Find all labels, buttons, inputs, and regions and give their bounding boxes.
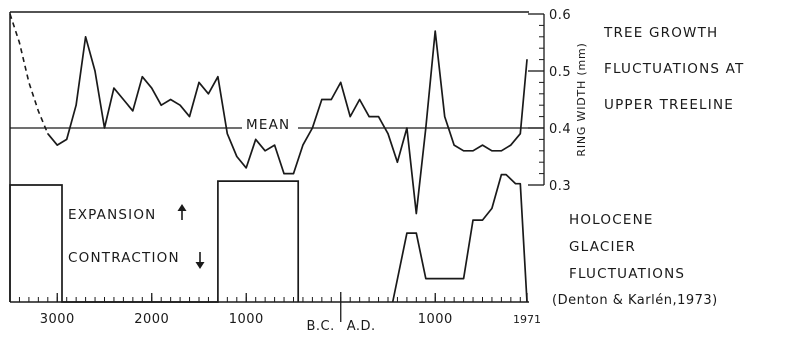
expansion-label: EXPANSION [68,207,156,223]
ring-width-point [292,173,295,175]
ring-width-point [179,104,181,106]
ring-width-point [434,30,436,32]
citation: (Denton & Karlén,1973) [552,293,718,308]
ring-width-point [463,150,465,152]
ring-width-point [85,36,87,38]
ring-width-point [141,76,143,78]
expansion-arrow-head [177,204,187,211]
era-label-ad: A.D. [347,319,376,334]
glacier-title-line: GLACIER [569,239,636,255]
ring-width-point [472,150,474,152]
ring-width-point [274,144,276,146]
glacier-step-line [9,180,300,303]
ring-width-point [236,155,238,158]
ring-width-point [226,133,228,135]
ring-width-point [170,98,172,101]
ring-width-point [56,144,58,146]
tree-growth-title-line: UPPER TREELINE [604,97,734,113]
ring-width-point [151,87,153,89]
ring-width-point [415,212,417,215]
tree-growth-title-line: TREE GROWTH [603,25,718,41]
ring-width-point [387,133,389,135]
y-tick-label: 0.4 [549,122,571,137]
ring-width-point [500,150,502,152]
ring-width-point [113,87,115,89]
x-tick-label: 1971 [513,313,541,326]
ring-width-point [349,116,351,118]
mean-label-bg [242,115,298,131]
ring-width-point [160,104,162,106]
ring-width-line [47,30,528,215]
ring-width-point [302,144,304,146]
era-label-bc: B.C. [306,319,334,334]
ring-width-point [519,133,521,135]
glacier-panel: 3000 2000 1000 1000 1971 B.C. A.D. EXPANSION CON… [9,173,718,334]
ring-width-point [359,98,361,101]
y-tick-label: 0.6 [549,8,571,23]
ring-width-point [188,116,191,118]
ring-width-point [444,116,446,118]
ring-width-point [103,127,106,129]
ring-width-point [75,104,77,106]
ring-width-point [321,98,323,101]
ring-width-point [481,144,484,146]
tree-growth-title-line: FLUCTUATIONS AT [604,61,744,77]
ring-width-dashed-line [9,13,49,135]
ring-width-point [47,133,49,135]
ring-width-point [510,144,512,146]
ring-width-point [283,173,285,175]
ring-width-point [453,144,455,146]
ring-width-point [396,161,398,163]
ring-width-point [491,150,493,152]
ring-width-point [377,116,380,118]
ring-width-point [526,59,528,61]
ring-width-point [122,98,124,101]
ring-width-point [94,70,96,72]
tree-growth-panel: 0.6 0.5 0.4 0.3 RING WIDTH (mm) TREE GROWTH FL… [9,8,744,302]
contraction-arrow-head [195,262,205,269]
ring-width-point [132,110,134,112]
ring-width-point [198,81,200,83]
y-tick-label: 0.3 [549,179,571,194]
glacier-title-line: FLUCTUATIONS [569,266,685,282]
glacier-fluctuation-line [391,173,528,303]
y-axis-label: RING WIDTH (mm) [575,42,588,156]
x-tick-label: 3000 [40,312,75,327]
ring-width-point [255,138,257,140]
ring-width-point [330,98,332,101]
x-tick-label: 1000 [418,312,453,327]
ring-width-point [425,127,427,129]
ring-width-point [264,150,266,152]
ring-width-point [368,116,370,118]
ring-width-point [217,76,219,78]
ring-width-point [406,127,408,129]
x-tick-label: 2000 [134,312,169,327]
ring-width-point [311,127,313,129]
mean-label: MEAN [246,117,290,133]
contraction-label: CONTRACTION [68,250,180,266]
ring-width-point [66,138,68,140]
glacier-title-line: HOLOCENE [569,212,654,228]
y-tick-label: 0.5 [549,65,571,80]
ring-width-point [340,81,342,83]
x-tick-label: 1000 [229,312,264,327]
ring-width-point [245,167,247,169]
ring-width-point [207,93,209,95]
